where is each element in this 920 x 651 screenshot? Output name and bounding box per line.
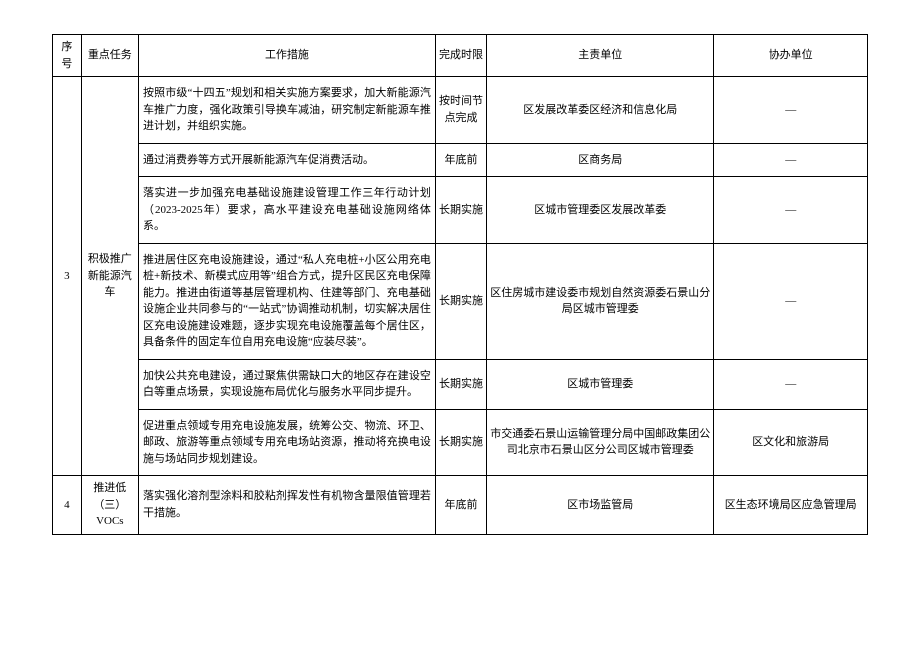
cell-assist: — xyxy=(714,359,868,409)
cell-lead: 区住房城市建设委市规划自然资源委石景山分局区城市管理委 xyxy=(487,243,714,359)
header-deadline: 完成时限 xyxy=(435,35,486,77)
table-row: 促进重点领域专用充电设施发展，统筹公交、物流、环卫、邮政、旅游等重点领域专用充电… xyxy=(53,409,868,476)
cell-measure: 加快公共充电建设，通过聚焦供需缺口大的地区存在建设空白等重点场景，实现设施布局优… xyxy=(138,359,435,409)
cell-lead: 区市场监管局 xyxy=(487,476,714,535)
cell-deadline: 年底前 xyxy=(435,143,486,177)
table-row: 4推进低（三）VOCs落实强化溶剂型涂料和胶粘剂挥发性有机物含量限值管理若干措施… xyxy=(53,476,868,535)
table-header: 序号 重点任务 工作措施 完成时限 主责单位 协办单位 xyxy=(53,35,868,77)
table-row: 通过消费券等方式开展新能源汽车促消费活动。年底前区商务局— xyxy=(53,143,868,177)
cell-deadline: 长期实施 xyxy=(435,243,486,359)
header-lead: 主责单位 xyxy=(487,35,714,77)
cell-measure: 落实进一步加强充电基础设施建设管理工作三年行动计划（2023-2025年）要求，… xyxy=(138,177,435,244)
header-measure: 工作措施 xyxy=(138,35,435,77)
cell-assist: — xyxy=(714,77,868,144)
cell-deadline: 长期实施 xyxy=(435,359,486,409)
cell-assist: — xyxy=(714,143,868,177)
cell-assist: — xyxy=(714,177,868,244)
header-assist: 协办单位 xyxy=(714,35,868,77)
task-table: 序号 重点任务 工作措施 完成时限 主责单位 协办单位 3积极推广新能源汽车按照… xyxy=(52,34,868,535)
cell-deadline: 长期实施 xyxy=(435,177,486,244)
cell-measure: 促进重点领域专用充电设施发展，统筹公交、物流、环卫、邮政、旅游等重点领域专用充电… xyxy=(138,409,435,476)
cell-measure: 推进居住区充电设施建设，通过“私人充电桩+小区公用充电桩+新技术、新模式应用等”… xyxy=(138,243,435,359)
header-task: 重点任务 xyxy=(81,35,138,77)
cell-lead: 区城市管理委区发展改革委 xyxy=(487,177,714,244)
cell-seq: 4 xyxy=(53,476,82,535)
cell-measure: 通过消费券等方式开展新能源汽车促消费活动。 xyxy=(138,143,435,177)
cell-measure: 按照市级“十四五”规划和相关实施方案要求，加大新能源汽车推广力度，强化政策引导换… xyxy=(138,77,435,144)
table-row: 加快公共充电建设，通过聚焦供需缺口大的地区存在建设空白等重点场景，实现设施布局优… xyxy=(53,359,868,409)
cell-deadline: 年底前 xyxy=(435,476,486,535)
cell-assist: 区文化和旅游局 xyxy=(714,409,868,476)
cell-assist: 区生态环境局区应急管理局 xyxy=(714,476,868,535)
cell-lead: 区发展改革委区经济和信息化局 xyxy=(487,77,714,144)
cell-deadline: 长期实施 xyxy=(435,409,486,476)
table-row: 推进居住区充电设施建设，通过“私人充电桩+小区公用充电桩+新技术、新模式应用等”… xyxy=(53,243,868,359)
header-seq: 序号 xyxy=(53,35,82,77)
cell-seq: 3 xyxy=(53,77,82,476)
cell-deadline: 按时间节点完成 xyxy=(435,77,486,144)
cell-assist: — xyxy=(714,243,868,359)
table-row: 落实进一步加强充电基础设施建设管理工作三年行动计划（2023-2025年）要求，… xyxy=(53,177,868,244)
cell-lead: 市交通委石景山运输管理分局中国邮政集团公司北京市石景山区分公司区城市管理委 xyxy=(487,409,714,476)
table-row: 3积极推广新能源汽车按照市级“十四五”规划和相关实施方案要求，加大新能源汽车推广… xyxy=(53,77,868,144)
cell-task: 推进低（三）VOCs xyxy=(81,476,138,535)
table-body: 3积极推广新能源汽车按照市级“十四五”规划和相关实施方案要求，加大新能源汽车推广… xyxy=(53,77,868,535)
cell-measure: 落实强化溶剂型涂料和胶粘剂挥发性有机物含量限值管理若干措施。 xyxy=(138,476,435,535)
cell-lead: 区商务局 xyxy=(487,143,714,177)
cell-lead: 区城市管理委 xyxy=(487,359,714,409)
cell-task: 积极推广新能源汽车 xyxy=(81,77,138,476)
